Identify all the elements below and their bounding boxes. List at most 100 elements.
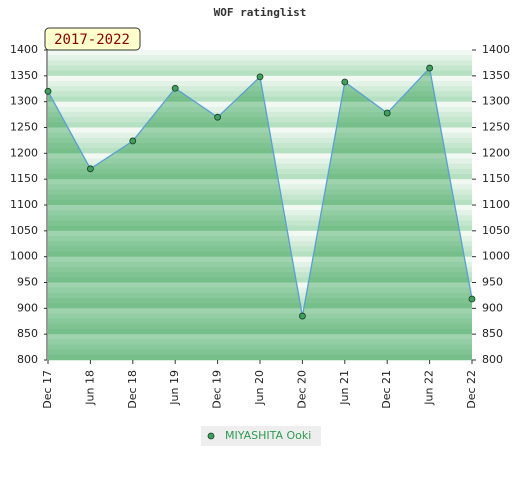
stripe — [48, 184, 472, 190]
y2-tick-label: 1350 — [482, 69, 510, 82]
stripe — [48, 205, 472, 211]
stripe — [48, 137, 472, 144]
y-tick-label: 1400 — [10, 43, 38, 56]
stripe — [48, 292, 472, 299]
y2-tick-label: 1100 — [482, 198, 510, 211]
chart-title: WOF ratinglist — [214, 6, 307, 19]
stripe — [48, 329, 472, 335]
x-tick-label: Jun 20 — [253, 370, 266, 406]
y-tick-label: 800 — [17, 353, 38, 366]
stripe — [48, 349, 472, 356]
marker — [426, 64, 434, 72]
stripe — [48, 261, 472, 268]
stripe — [48, 215, 472, 221]
y2-tick-label: 1250 — [482, 121, 510, 134]
legend-box — [201, 426, 321, 446]
stripe — [48, 225, 472, 232]
marker — [129, 137, 137, 145]
stripe — [48, 272, 472, 278]
stripe — [48, 236, 472, 242]
stripe — [48, 267, 472, 273]
stripe — [48, 101, 472, 108]
marker — [341, 78, 349, 86]
stripe — [48, 308, 472, 314]
y2-tick-label: 1300 — [482, 95, 510, 108]
y2-tick-label: 1200 — [482, 146, 510, 159]
legend-marker — [207, 432, 215, 440]
stripe — [48, 241, 472, 247]
stripe — [48, 117, 472, 123]
stripe — [48, 282, 472, 289]
stripe — [48, 230, 472, 237]
y-tick-label: 1150 — [10, 172, 38, 185]
stripe — [48, 50, 472, 56]
x-tick-label: Dec 19 — [211, 370, 224, 409]
marker — [87, 165, 94, 173]
y2-tick-label: 900 — [482, 301, 503, 314]
marker — [44, 87, 52, 95]
stripe — [48, 174, 472, 180]
stripe — [48, 168, 472, 175]
stripe — [48, 339, 472, 345]
y-tick-label: 850 — [17, 327, 38, 340]
stripe — [48, 112, 472, 118]
stripe — [48, 179, 472, 185]
marker — [298, 312, 306, 320]
x-tick-label: Jun 19 — [168, 370, 181, 406]
badge-box — [44, 27, 141, 51]
stripe — [48, 287, 472, 294]
y-tick-label: 900 — [17, 301, 38, 314]
y-tick-label: 1100 — [10, 198, 38, 211]
x-tick-label: Dec 20 — [295, 370, 308, 409]
stripe — [48, 158, 472, 165]
stripe — [48, 65, 472, 72]
y-tick-label: 1200 — [10, 146, 38, 159]
x-tick-label: Dec 22 — [465, 370, 478, 409]
stripe — [48, 334, 472, 340]
x-tick-label: Jun 22 — [423, 370, 436, 406]
stripe — [48, 122, 472, 128]
stripe — [48, 60, 472, 66]
marker — [171, 84, 179, 92]
stripe — [48, 127, 472, 134]
stripe — [48, 143, 472, 149]
stripe — [48, 163, 472, 170]
stripe — [48, 55, 472, 61]
stripe — [48, 96, 472, 103]
stripe — [48, 298, 472, 304]
y-tick-label: 1250 — [10, 121, 38, 134]
stripe — [48, 246, 472, 252]
stripe — [48, 132, 472, 139]
stripe — [48, 153, 472, 159]
marker — [214, 113, 222, 121]
y-tick-label: 950 — [17, 276, 38, 289]
x-tick-label: Dec 21 — [380, 370, 393, 409]
stripe — [48, 148, 472, 154]
y2-tick-label: 1050 — [482, 224, 510, 237]
stripe — [48, 106, 472, 113]
marker — [256, 73, 264, 81]
stripe — [48, 189, 472, 196]
x-tick-label: Dec 18 — [126, 370, 139, 409]
y2-tick-label: 800 — [482, 353, 503, 366]
stripe — [48, 277, 472, 283]
badge-text: 2017-2022 — [54, 32, 130, 48]
stripe — [48, 199, 472, 206]
x-tick-label: Dec 17 — [41, 370, 54, 409]
y2-tick-label: 1150 — [482, 172, 510, 185]
stripe — [48, 220, 472, 227]
y2-tick-label: 1400 — [482, 43, 510, 56]
y-tick-label: 1300 — [10, 95, 38, 108]
x-tick-label: Jun 21 — [338, 370, 351, 406]
stripe — [48, 194, 472, 201]
stripe — [48, 86, 472, 92]
stripe — [48, 210, 472, 216]
stripe — [48, 303, 472, 309]
stripe — [48, 81, 472, 87]
y2-tick-label: 1000 — [482, 250, 510, 263]
stripe — [48, 354, 472, 360]
stripe — [48, 256, 472, 263]
legend-label: MIYASHITA Ooki — [225, 429, 311, 442]
